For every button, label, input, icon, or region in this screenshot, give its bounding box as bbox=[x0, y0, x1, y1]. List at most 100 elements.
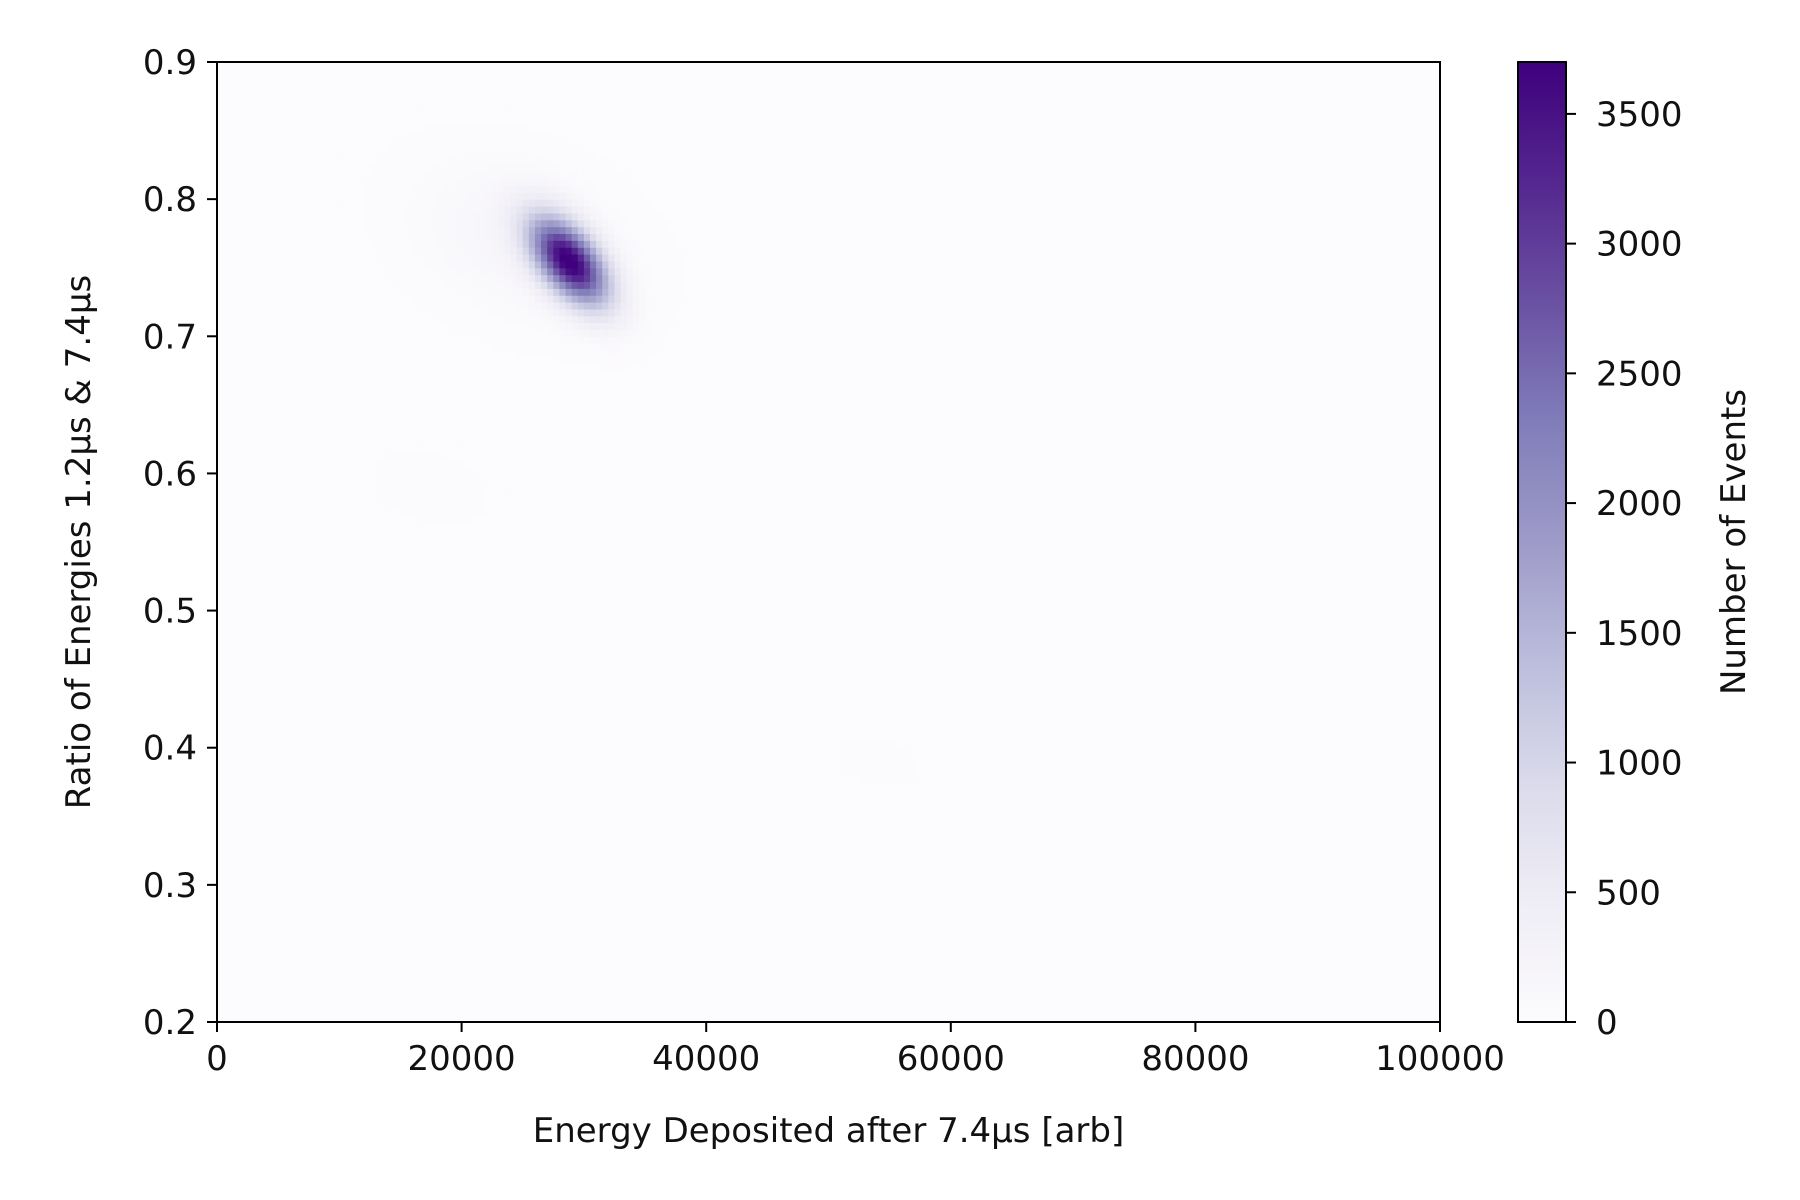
heatmap-cell bbox=[388, 164, 395, 173]
heatmap-cell bbox=[461, 466, 469, 475]
heatmap-cell bbox=[461, 521, 469, 529]
heatmap-cell bbox=[632, 356, 640, 365]
heatmap-cell bbox=[443, 219, 450, 228]
heatmap-cell bbox=[467, 130, 475, 139]
heatmap-cell bbox=[431, 535, 438, 543]
heatmap-cell bbox=[443, 288, 450, 296]
heatmap-cell bbox=[889, 727, 897, 735]
heatmap-cell bbox=[553, 322, 561, 331]
heatmap-cell bbox=[577, 212, 585, 221]
heatmap-cell bbox=[388, 247, 395, 255]
heatmap-cell bbox=[400, 500, 408, 509]
heatmap-cell bbox=[553, 130, 561, 139]
heatmap-cell bbox=[590, 281, 597, 289]
heatmap-cell bbox=[486, 315, 493, 324]
heatmap-cell bbox=[455, 329, 463, 337]
heatmap-cell bbox=[412, 452, 420, 461]
heatmap-cell bbox=[351, 137, 359, 145]
heatmap-cell bbox=[626, 219, 634, 228]
heatmap-cell bbox=[645, 308, 652, 317]
heatmap-cell bbox=[357, 226, 365, 235]
heatmap-cell bbox=[418, 480, 426, 488]
heatmap-cell bbox=[394, 439, 402, 447]
heatmap-cell bbox=[443, 480, 450, 488]
heatmap-cell bbox=[669, 226, 677, 235]
heatmap-cell bbox=[437, 267, 444, 276]
heatmap-cell bbox=[907, 795, 915, 804]
heatmap-cell bbox=[492, 103, 499, 111]
heatmap-cell bbox=[675, 233, 683, 241]
heatmap-cell bbox=[461, 487, 469, 495]
heatmap-cell bbox=[363, 206, 371, 214]
heatmap-cell bbox=[852, 788, 860, 797]
heatmap-cell bbox=[626, 377, 634, 385]
heatmap-cell bbox=[437, 494, 444, 502]
heatmap-cell bbox=[449, 500, 457, 509]
heatmap-cell bbox=[498, 267, 505, 276]
heatmap-cell bbox=[590, 178, 597, 187]
heatmap-cell bbox=[375, 192, 383, 200]
heatmap-cell bbox=[424, 466, 432, 475]
heatmap-cell bbox=[828, 747, 836, 756]
heatmap-cell bbox=[583, 158, 591, 166]
heatmap-cell bbox=[638, 281, 646, 289]
heatmap-cell bbox=[590, 295, 597, 303]
heatmap-cell bbox=[473, 356, 481, 365]
heatmap-cell bbox=[394, 295, 402, 303]
heatmap-cell bbox=[375, 487, 383, 495]
heatmap-cell bbox=[431, 336, 438, 344]
heatmap-cell bbox=[400, 274, 408, 283]
heatmap-cell bbox=[522, 219, 530, 228]
heatmap-cell bbox=[486, 199, 493, 207]
heatmap-cell bbox=[645, 233, 652, 241]
heatmap-cell bbox=[565, 288, 573, 296]
y-tick-label: 0.3 bbox=[143, 866, 197, 906]
heatmap-cell bbox=[583, 212, 591, 221]
heatmap-cell bbox=[541, 164, 548, 173]
heatmap-cell bbox=[846, 727, 854, 735]
heatmap-cell bbox=[424, 432, 432, 440]
heatmap-cell bbox=[486, 123, 493, 132]
heatmap-cell bbox=[363, 439, 371, 447]
heatmap-cell bbox=[449, 480, 457, 488]
heatmap-cell bbox=[516, 233, 524, 241]
heatmap-cell bbox=[492, 158, 499, 166]
x-tick-label: 100000 bbox=[1375, 1039, 1505, 1079]
heatmap-cell bbox=[467, 206, 475, 214]
heatmap-cell bbox=[700, 240, 707, 248]
heatmap-cell bbox=[700, 281, 707, 289]
heatmap-cell bbox=[608, 315, 616, 324]
heatmap-cell bbox=[645, 247, 652, 255]
heatmap-cell bbox=[693, 302, 701, 310]
heatmap-cell bbox=[357, 494, 365, 502]
heatmap-cell bbox=[657, 226, 664, 235]
heatmap-cell bbox=[504, 158, 512, 166]
heatmap-cell bbox=[834, 754, 842, 763]
heatmap-cell bbox=[418, 247, 426, 255]
heatmap-cell bbox=[449, 171, 457, 180]
heatmap-cell bbox=[577, 116, 585, 125]
heatmap-cell bbox=[645, 329, 652, 337]
heatmap-cell bbox=[626, 233, 634, 241]
heatmap-cell bbox=[553, 192, 561, 200]
heatmap-cell bbox=[424, 240, 432, 248]
heatmap-cell bbox=[327, 185, 334, 193]
heatmap-cell bbox=[816, 768, 823, 776]
heatmap-cell bbox=[865, 768, 872, 776]
heatmap-cell bbox=[706, 302, 713, 310]
heatmap-cell bbox=[541, 130, 548, 139]
heatmap-cell bbox=[449, 178, 457, 187]
heatmap-cell bbox=[657, 192, 664, 200]
heatmap-cell bbox=[486, 473, 493, 481]
heatmap-cell bbox=[663, 336, 671, 344]
heatmap-cell bbox=[504, 206, 512, 214]
heatmap-cell bbox=[516, 260, 524, 269]
heatmap-cell bbox=[828, 754, 836, 763]
heatmap-cell bbox=[357, 459, 365, 468]
heatmap-cell bbox=[577, 164, 585, 173]
heatmap-cell bbox=[492, 295, 499, 303]
heatmap-cell bbox=[455, 521, 463, 529]
heatmap-cell bbox=[706, 267, 713, 276]
heatmap-cell bbox=[632, 212, 640, 221]
heatmap-cell bbox=[822, 734, 830, 742]
